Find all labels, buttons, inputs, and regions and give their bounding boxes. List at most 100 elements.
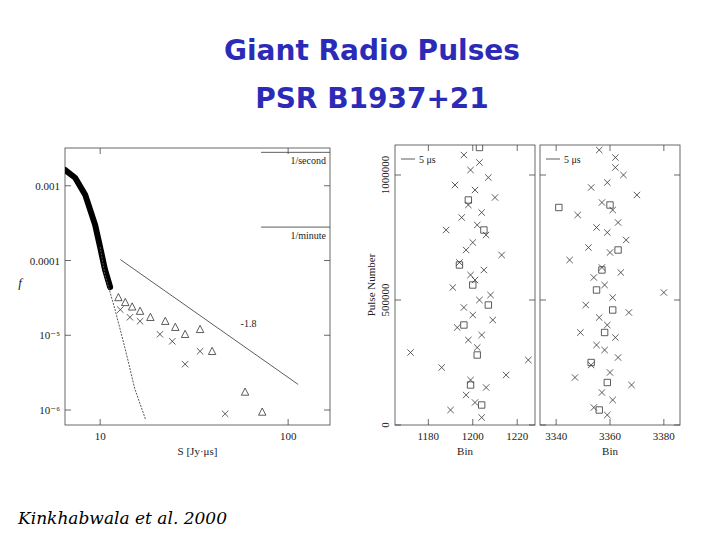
point [470, 239, 476, 245]
point [474, 352, 480, 358]
y-tick [65, 410, 71, 411]
point [609, 207, 615, 213]
fit-line [120, 260, 298, 385]
point [618, 269, 624, 275]
point [556, 204, 562, 210]
point [609, 307, 615, 313]
reference-label: 1/minute [290, 230, 326, 241]
x-tick [288, 148, 289, 154]
point [458, 214, 464, 220]
point [607, 202, 613, 208]
point [456, 259, 462, 265]
x-tick [428, 145, 429, 151]
y-tick [540, 300, 546, 301]
point [467, 167, 473, 173]
y-tick [529, 425, 535, 426]
point [487, 292, 493, 298]
point [463, 247, 469, 253]
point [601, 347, 607, 353]
reference-line [261, 152, 330, 153]
point [162, 317, 169, 324]
point [478, 209, 484, 215]
point [122, 298, 129, 305]
point [115, 293, 122, 300]
y-axis-label: Pulse Number [365, 253, 377, 316]
point [456, 262, 462, 268]
y-tick [395, 175, 401, 176]
point [492, 194, 498, 200]
annotation: 5 μs [564, 154, 581, 165]
point [147, 313, 154, 320]
series-line [65, 170, 110, 287]
point [490, 317, 496, 323]
point [583, 302, 589, 308]
x-tick [663, 145, 664, 151]
point [478, 332, 484, 338]
point [593, 342, 599, 348]
point [596, 147, 602, 153]
x-tick [428, 419, 429, 425]
slide-title: Giant Radio Pulses [224, 34, 520, 67]
data-layer [556, 147, 667, 418]
point [476, 145, 482, 151]
point [461, 304, 467, 310]
point [577, 329, 583, 335]
point [596, 407, 602, 413]
point [574, 212, 580, 218]
y-tick [540, 175, 546, 176]
point [620, 172, 626, 178]
point [591, 274, 597, 280]
x-tick-label: 3360 [599, 430, 622, 442]
point [609, 294, 615, 300]
data-layer [407, 145, 531, 421]
point [604, 179, 610, 185]
x-tick-label: 3340 [545, 430, 568, 442]
y-tick [674, 300, 680, 301]
point [604, 379, 610, 385]
point [472, 399, 478, 405]
point [615, 247, 621, 253]
y-tick [65, 185, 71, 186]
point [169, 338, 175, 344]
point [481, 267, 487, 273]
x-tick [663, 419, 664, 425]
point [601, 282, 607, 288]
point [607, 249, 613, 255]
annotation-line [546, 159, 560, 160]
point [137, 318, 143, 324]
series-line [100, 247, 145, 419]
x-tick [556, 419, 557, 425]
point [181, 330, 188, 337]
point [438, 364, 444, 370]
y-tick-label: 1000000 [379, 155, 391, 194]
point [596, 314, 602, 320]
y-tick-label: 0.001 [35, 180, 60, 192]
point [407, 349, 413, 355]
point [604, 229, 610, 235]
x-tick [610, 419, 611, 425]
y-tick-label: 500000 [379, 283, 391, 317]
fit-label: -1.8 [241, 318, 257, 329]
point [588, 359, 594, 365]
point [472, 187, 478, 193]
point [478, 402, 484, 408]
point [450, 284, 456, 290]
point [612, 334, 618, 340]
point [483, 232, 489, 238]
point [626, 309, 632, 315]
y-tick [65, 335, 71, 336]
x-tick [610, 145, 611, 151]
x-axis-label: Bin [457, 445, 473, 457]
point [604, 412, 610, 418]
x-tick [472, 145, 473, 151]
point [478, 414, 484, 420]
point [599, 264, 605, 270]
y-tick [324, 260, 330, 261]
point [127, 314, 133, 320]
y-tick-label: 0.0001 [30, 255, 60, 267]
point [465, 197, 471, 203]
y-tick [529, 300, 535, 301]
point [128, 303, 135, 310]
reference-label: 1/second [290, 155, 326, 166]
x-tick-label: 1220 [506, 430, 529, 442]
